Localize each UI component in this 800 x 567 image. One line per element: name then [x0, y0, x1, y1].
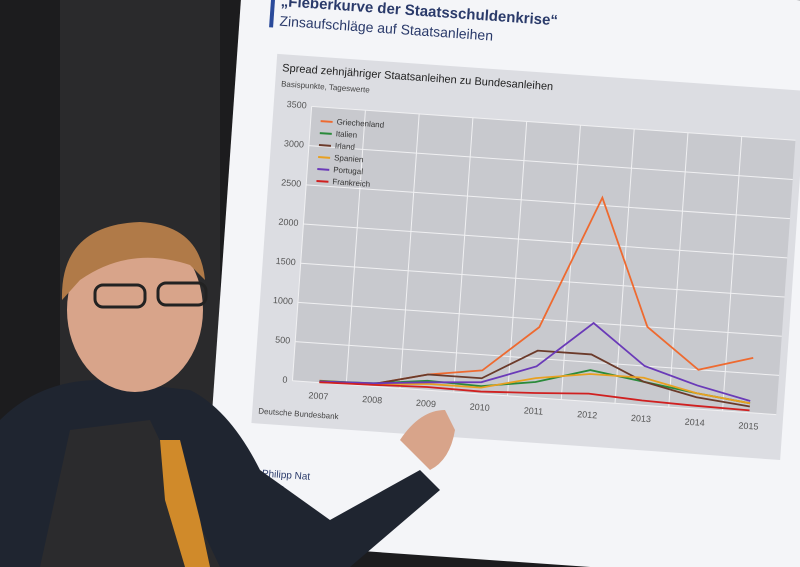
x-tick-label: 2013 [631, 413, 652, 424]
x-grid-line [291, 106, 313, 381]
grid-line [292, 380, 777, 416]
glasses [156, 281, 208, 307]
y-tick-label: 0 [282, 374, 288, 384]
x-tick-label: 2007 [308, 390, 329, 401]
x-grid-line [345, 110, 366, 385]
legend-swatch [320, 120, 333, 123]
x-tick-label: 2010 [469, 402, 490, 413]
x-tick-label: 2008 [362, 394, 383, 405]
presenter-figure [0, 222, 455, 567]
x-grid-line [399, 113, 420, 389]
grid-line [308, 145, 793, 180]
x-tick-label: 2011 [523, 405, 543, 416]
y-tick-label: 2000 [278, 217, 299, 228]
x-grid-line [614, 128, 635, 404]
presenter: Philipp Nat [262, 469, 311, 483]
y-tick-label: 1500 [275, 256, 296, 267]
slide: „Fieberkurve der Staatsschuldenkrise“ Zi… [203, 0, 800, 567]
head [67, 228, 203, 392]
legend-label: Italien [335, 129, 357, 139]
glasses [93, 283, 147, 309]
legend-label: Spanien [334, 153, 364, 164]
x-tick-label: 2015 [738, 420, 759, 431]
legend-swatch [317, 167, 330, 171]
hand [400, 410, 455, 470]
grid-line [300, 262, 785, 298]
y-tick-label: 3000 [284, 138, 305, 149]
x-grid-line [668, 132, 689, 408]
y-tick-label: 2500 [281, 177, 302, 188]
hair [61, 222, 205, 300]
x-tick-label: 2009 [416, 398, 437, 409]
series-line [319, 349, 750, 408]
x-grid-line [722, 136, 743, 411]
grid-line [311, 105, 796, 141]
plot: 0 500 1000 1500 2000 2500 3000 3500 2007 2008 2009… [273, 99, 796, 432]
series-line [319, 321, 751, 402]
plot-area [292, 106, 796, 415]
legend-label: Frankreich [332, 177, 370, 189]
series-line [319, 373, 751, 405]
grid-line [303, 223, 788, 259]
title-bar [269, 0, 276, 28]
y-tick-label: 1000 [273, 295, 294, 306]
grid-line [297, 301, 782, 337]
x-grid-line [506, 121, 528, 396]
legend-label: Portugal [333, 165, 364, 176]
y-tick-label: 3500 [286, 99, 307, 110]
x-grid-line [453, 117, 474, 393]
x-tick-label: 2014 [684, 417, 705, 428]
legend-swatch [319, 132, 332, 135]
legend-label: Griechenland [336, 117, 384, 129]
grid-line [306, 184, 791, 220]
legend-swatch [318, 144, 332, 147]
legend-swatch [318, 156, 331, 159]
series-line [319, 381, 750, 412]
legend-swatch [316, 179, 329, 183]
tie [160, 440, 210, 567]
y-tick-label: 500 [275, 335, 291, 346]
x-tick-label: 2012 [577, 409, 598, 420]
legend-label: Irland [335, 141, 356, 151]
